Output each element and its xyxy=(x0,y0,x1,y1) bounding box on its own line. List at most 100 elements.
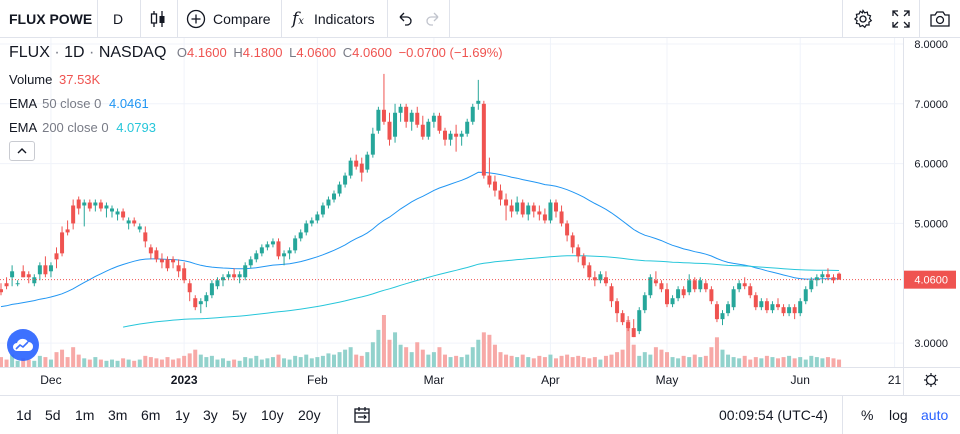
volume-bar xyxy=(726,354,731,367)
volume-bar xyxy=(515,357,520,367)
candle-body xyxy=(504,199,509,206)
range-20y[interactable]: 20y xyxy=(298,396,321,434)
ema50-value: 4.0461 xyxy=(108,96,149,111)
volume-bar xyxy=(276,354,281,367)
volume-bar xyxy=(171,359,176,367)
undo-button[interactable] xyxy=(396,0,414,38)
volume-bar xyxy=(287,359,292,367)
volume-bar xyxy=(359,355,364,367)
chevron-up-icon xyxy=(17,148,27,154)
volume-bar xyxy=(215,359,220,367)
collapse-legend-button[interactable] xyxy=(9,141,35,161)
candle-body xyxy=(137,226,142,230)
chart-type-button[interactable] xyxy=(148,0,168,38)
candle-body xyxy=(592,277,597,281)
compare-button[interactable]: Compare xyxy=(186,0,271,38)
volume-bar xyxy=(420,349,425,367)
volume-legend-row[interactable]: Volume 37.53K xyxy=(9,72,100,87)
volume-bar xyxy=(615,352,620,367)
volume-bar xyxy=(309,358,314,367)
range-label: 20y xyxy=(298,407,321,423)
volume-bar xyxy=(71,347,76,367)
auto-toggle[interactable]: auto xyxy=(921,396,948,434)
volume-bar xyxy=(676,358,681,367)
candle-body xyxy=(309,220,314,224)
candle-body xyxy=(620,313,625,323)
volume-bar xyxy=(165,357,170,367)
range-5d[interactable]: 5d xyxy=(45,396,61,434)
volume-bar xyxy=(104,360,109,367)
volume-bar xyxy=(26,359,31,367)
volume-bar xyxy=(82,358,87,367)
percent-toggle[interactable]: % xyxy=(861,396,873,434)
ema-lines xyxy=(0,171,840,328)
divider xyxy=(177,0,178,38)
legend-exchange: NASDAQ xyxy=(98,44,167,61)
range-label: 1m xyxy=(75,407,95,423)
ema50-legend-row[interactable]: EMA 50 close 0 4.0461 xyxy=(9,96,149,111)
candle-body xyxy=(426,121,431,137)
volume-bar xyxy=(753,357,758,367)
volume-bar xyxy=(159,359,164,367)
volume-bar xyxy=(76,354,81,367)
candle-body xyxy=(542,214,547,221)
redo-button[interactable] xyxy=(424,0,442,38)
range-label: 3y xyxy=(203,407,218,423)
candle-body xyxy=(565,223,570,236)
volume-bar xyxy=(814,357,819,367)
volume-bar xyxy=(132,360,137,367)
ema200-legend-row[interactable]: EMA 200 close 0 4.0793 xyxy=(9,120,156,135)
interval-label: D xyxy=(113,11,124,27)
volume-bar xyxy=(454,355,459,367)
symbol-search[interactable]: FLUX POWE xyxy=(9,0,92,38)
ema50-params: 50 close 0 xyxy=(42,96,102,111)
volume-bar xyxy=(443,354,447,367)
candle-body xyxy=(381,109,386,122)
candle-body xyxy=(276,241,281,257)
settings-button[interactable] xyxy=(852,0,874,38)
volume-bar xyxy=(93,357,98,367)
volume-bar xyxy=(193,349,198,367)
candle-body xyxy=(132,220,137,224)
candle-body xyxy=(87,202,92,209)
volume-bar xyxy=(653,347,658,367)
volume-bar xyxy=(792,358,797,367)
snapshot-button[interactable] xyxy=(929,0,951,38)
range-6m[interactable]: 6m xyxy=(141,396,160,434)
range-10y[interactable]: 10y xyxy=(261,396,284,434)
volume-bar xyxy=(487,334,492,367)
volume-bar xyxy=(703,355,708,367)
range-1m[interactable]: 1m xyxy=(75,396,94,434)
volume-bar xyxy=(470,347,475,367)
volume-bar xyxy=(531,358,536,367)
range-1d[interactable]: 1d xyxy=(16,396,32,434)
auto-label: auto xyxy=(921,407,949,423)
time-tick-label: 2023 xyxy=(171,373,198,387)
volume-bar xyxy=(87,359,92,367)
candle-body xyxy=(648,277,653,296)
interval-button[interactable]: D xyxy=(113,0,123,38)
range-1y[interactable]: 1y xyxy=(175,396,190,434)
close-value: 4.0600 xyxy=(352,45,392,60)
last-price-label: 4.0600 xyxy=(914,275,948,287)
range-3y[interactable]: 3y xyxy=(203,396,218,434)
price-chart[interactable]: 8.0000 7.0000 6.0000 5.0000 3.0000 Dec 2023 Fe… xyxy=(0,38,960,395)
range-3m[interactable]: 3m xyxy=(108,396,127,434)
low-label: L xyxy=(289,45,297,60)
candle-body xyxy=(615,301,620,314)
go-to-date-button[interactable] xyxy=(352,396,372,434)
candle-body xyxy=(176,265,181,272)
volume-bar xyxy=(304,354,309,367)
range-5y[interactable]: 5y xyxy=(232,396,247,434)
fullscreen-button[interactable] xyxy=(891,0,911,38)
clock-time: 00:09:54 (UTC-4) xyxy=(719,407,828,423)
volume-bar xyxy=(37,355,42,367)
volume-bar xyxy=(354,354,359,367)
candle-body xyxy=(359,163,364,173)
indicators-button[interactable]: fx Indicators xyxy=(292,0,375,38)
timezone-button[interactable]: 00:09:54 (UTC-4) xyxy=(719,396,828,434)
candle-body xyxy=(809,280,814,290)
log-toggle[interactable]: log xyxy=(889,396,908,434)
tradingview-logo[interactable] xyxy=(7,329,39,361)
axis-settings-icon[interactable] xyxy=(924,373,938,387)
